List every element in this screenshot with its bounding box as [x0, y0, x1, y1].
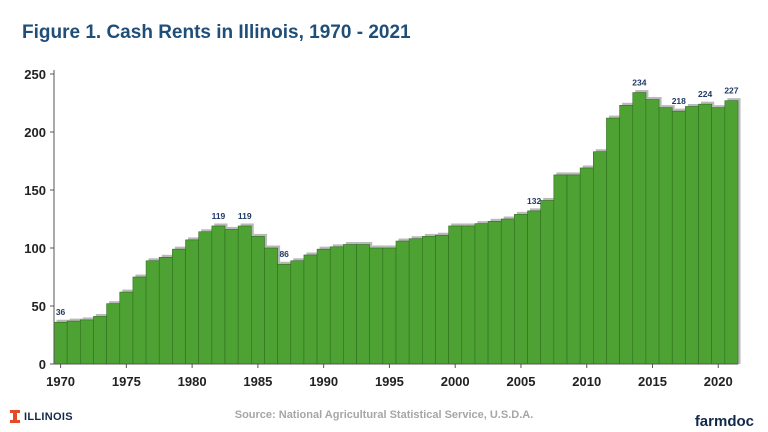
bar-2002: [474, 223, 489, 365]
bar-1970: [53, 321, 68, 365]
x-tick-label: 1975: [112, 374, 141, 389]
data-labels-group: 36 119 119 86 132 234 218 224 227: [56, 78, 739, 318]
bar-2018: [685, 106, 699, 365]
illinois-logo: ILLINOIS: [10, 410, 73, 423]
x-tick-label: 1995: [375, 374, 404, 389]
data-label-2019: 224: [698, 89, 712, 99]
x-tick-label: 2015: [638, 374, 667, 389]
bars-group: [53, 90, 741, 365]
bar-1986: [264, 247, 278, 365]
bar-1995: [382, 247, 397, 365]
bar-1996: [395, 240, 410, 365]
bar-2003: [487, 221, 502, 365]
bar-2006: [527, 210, 541, 365]
bar-1989: [303, 254, 318, 365]
x-tick-label: 1980: [178, 374, 207, 389]
bar-2014: [632, 92, 647, 365]
bar-2000: [448, 225, 463, 365]
bar-2017: [671, 110, 686, 365]
bar-2019: [698, 103, 712, 365]
data-label-2021: 227: [724, 86, 738, 96]
x-tick-label: 2000: [441, 374, 470, 389]
illinois-logo-text: ILLINOIS: [24, 410, 73, 423]
bar-2020: [711, 107, 726, 365]
axes-group: 0 50 100 150 200 250 1970 1975 1980 1985 1990 1995 2…: [24, 67, 738, 389]
bar-1997: [408, 238, 423, 365]
bar-2001: [461, 225, 476, 365]
x-tick-label: 1970: [46, 374, 75, 389]
bar-1994: [369, 247, 384, 365]
bar-1983: [224, 229, 239, 365]
x-tick-label: 1985: [243, 374, 272, 389]
data-label-1982: 119: [212, 211, 226, 221]
data-label-2014: 234: [632, 78, 646, 88]
bar-1990: [316, 248, 331, 365]
bar-2012: [606, 117, 620, 365]
bar-2013: [619, 105, 634, 365]
bar-2008: [553, 174, 568, 365]
bar-1972: [80, 319, 94, 365]
bar-1998: [422, 236, 436, 365]
bar-2021: [724, 100, 739, 365]
bar-1976: [132, 276, 147, 365]
y-tick-label: 50: [32, 299, 46, 314]
bar-1984: [237, 225, 252, 365]
data-label-1984: 119: [238, 211, 252, 221]
bar-1981: [198, 231, 213, 365]
bar-1973: [93, 316, 107, 365]
bar-1978: [158, 256, 173, 365]
bar-1985: [251, 236, 265, 365]
bar-2011: [593, 151, 607, 365]
bar-2016: [658, 107, 673, 365]
y-tick-label: 0: [39, 357, 46, 372]
bar-2005: [514, 214, 528, 365]
bar-1988: [290, 260, 305, 365]
bar-1982: [211, 225, 226, 365]
bar-2015: [645, 99, 660, 365]
illinois-block-i-icon: [10, 410, 20, 423]
data-label-2006: 132: [527, 196, 541, 206]
y-tick-label: 150: [24, 183, 46, 198]
x-tick-label: 2010: [572, 374, 601, 389]
bar-2010: [579, 167, 594, 365]
x-tick-label: 2020: [704, 374, 733, 389]
source-note: Source: National Agricultural Statistica…: [234, 409, 534, 421]
data-label-1987: 86: [279, 249, 289, 259]
bar-1977: [145, 260, 160, 365]
bar-2009: [566, 174, 581, 365]
bar-1971: [66, 320, 81, 365]
bar-2004: [500, 218, 515, 365]
x-tick-label: 1990: [309, 374, 338, 389]
bar-1979: [172, 248, 186, 365]
bar-1975: [119, 291, 134, 365]
bar-1992: [343, 244, 357, 365]
chart-title: Figure 1. Cash Rents in Illinois, 1970 -…: [22, 22, 411, 43]
data-label-1970: 36: [56, 307, 66, 317]
y-tick-label: 100: [24, 241, 46, 256]
bar-1999: [435, 234, 449, 365]
bar-1993: [356, 244, 370, 365]
bar-1980: [185, 239, 199, 365]
bar-1987: [277, 263, 292, 365]
x-tick-label: 2005: [507, 374, 536, 389]
bar-1974: [106, 303, 121, 365]
y-tick-label: 200: [24, 125, 46, 140]
bar-1991: [329, 246, 344, 365]
farmdoc-brand: farmdoc: [694, 413, 754, 430]
bar-2007: [540, 200, 555, 365]
y-tick-label: 250: [24, 67, 46, 82]
data-label-2017: 218: [672, 96, 686, 106]
